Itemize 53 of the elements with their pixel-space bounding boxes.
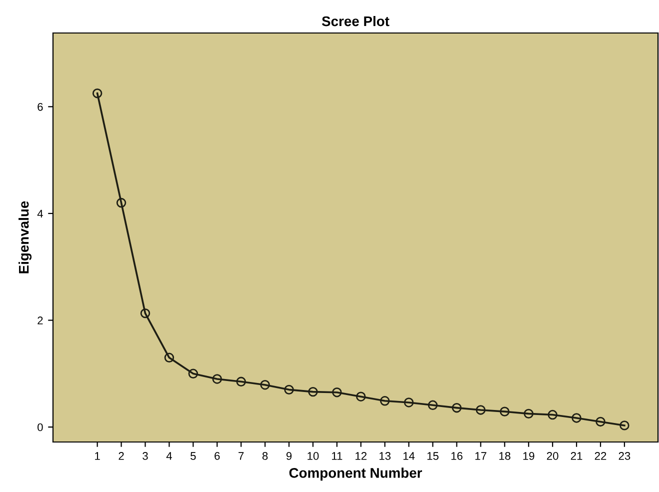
x-tick-label: 12 (356, 452, 367, 460)
point (308, 386, 318, 397)
x-tick-label: 16 (451, 452, 462, 460)
y-tick-label: 0 (38, 423, 43, 432)
point (260, 380, 270, 390)
y-tick-label: 2 (38, 316, 43, 324)
point (212, 374, 222, 384)
x-tick-label: 14 (403, 452, 415, 460)
point (596, 416, 606, 427)
chart-title: Scree Plot (322, 16, 390, 26)
point (284, 384, 294, 395)
x-tick-label: 22 (594, 452, 606, 460)
x-tick-label: 9 (286, 452, 292, 460)
x-tick-label: 1 (95, 452, 100, 460)
x-tick-label: 4 (166, 452, 172, 460)
point (404, 398, 414, 408)
point (116, 198, 126, 208)
x-tick-label: 3 (142, 452, 148, 460)
point (500, 406, 510, 416)
x-tick-label: 13 (380, 452, 391, 460)
x-tick-label: 19 (523, 452, 534, 460)
x-tick-label: 18 (499, 452, 510, 460)
x-tick-label: 5 (190, 452, 196, 460)
x-tick-label: 17 (475, 452, 486, 460)
point (92, 88, 102, 98)
point (452, 402, 462, 413)
point (428, 400, 438, 410)
y-tick-label: 6 (38, 102, 43, 111)
point (164, 352, 174, 362)
point (548, 410, 558, 420)
x-tick-label: 20 (546, 452, 558, 460)
x-tick-label: 8 (262, 452, 268, 460)
point (524, 408, 534, 419)
point (236, 376, 246, 387)
x-tick-label: 2 (118, 452, 124, 460)
x-tick-label: 10 (308, 452, 319, 460)
point (380, 396, 390, 406)
point (476, 405, 486, 415)
point (332, 387, 342, 398)
point (572, 413, 582, 423)
x-axis-title: Component Number (289, 468, 422, 481)
x-tick-label: 6 (214, 452, 220, 460)
point (356, 392, 366, 402)
x-tick-label: 7 (238, 452, 244, 460)
y-tick-label: 4 (37, 210, 43, 218)
x-tick-label: 15 (427, 452, 438, 460)
point (188, 368, 198, 379)
point (140, 308, 150, 318)
x-tick-label: 23 (618, 452, 630, 460)
x-tick-label: 21 (570, 452, 582, 460)
point (620, 420, 630, 430)
x-tick-label: 11 (332, 452, 342, 460)
y-axis-title: Eigenvalue (18, 201, 32, 274)
